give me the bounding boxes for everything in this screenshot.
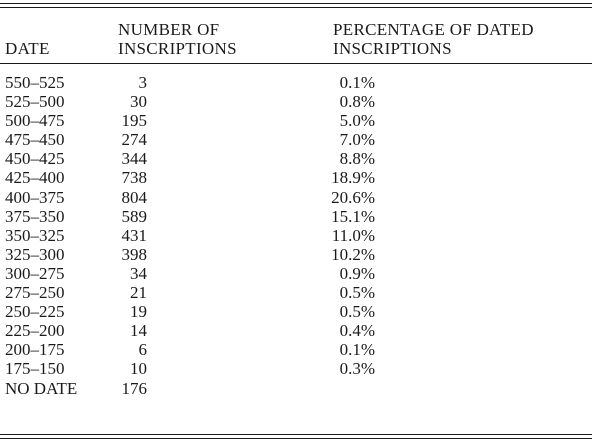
cell-percentage: 15.1%: [331, 206, 375, 226]
cell-number: 804: [121, 187, 148, 207]
cell-number: 431: [121, 225, 148, 245]
table-bottom-rule-inner: [0, 434, 592, 435]
cell-percentage: 0.5%: [339, 283, 375, 303]
cell-number: 6: [138, 340, 148, 360]
table-row: 325–300 398 10.2%: [0, 245, 592, 264]
header-date: DATE: [5, 39, 50, 58]
cell-date: 325–300: [5, 244, 65, 264]
header-number-of-inscriptions: NUMBER OF INSCRIPTIONS: [118, 20, 237, 58]
cell-percentage: 0.3%: [339, 359, 375, 379]
cell-date: 550–525: [5, 73, 65, 92]
cell-number: 21: [130, 283, 147, 303]
table-row: 175–150 10 0.3%: [0, 359, 592, 378]
table-row: 425–400 738 18.9%: [0, 168, 592, 187]
cell-number: 176: [121, 378, 148, 398]
table-row: 350–325 431 11.0%: [0, 226, 592, 245]
cell-number: 195: [121, 111, 148, 131]
table-row: 450–425 344 8.8%: [0, 149, 592, 168]
cell-percentage: 7.0%: [339, 130, 375, 150]
header-percentage-of-dated-inscriptions: PERCENTAGE OF DATED INSCRIPTIONS: [333, 20, 534, 58]
cell-percentage: 11.0%: [331, 225, 375, 245]
cell-date: 475–450: [5, 130, 65, 150]
table-row: 475–450 274 7.0%: [0, 130, 592, 149]
cell-number: 14: [130, 321, 147, 341]
table-row: 250–225 19 0.5%: [0, 302, 592, 321]
cell-date: 225–200: [5, 321, 65, 341]
cell-number: 34: [130, 263, 147, 283]
table-row: 500–475 195 5.0%: [0, 111, 592, 130]
table-row: 375–350 589 15.1%: [0, 207, 592, 226]
cell-percentage: 0.9%: [339, 263, 375, 283]
cell-number: 738: [121, 168, 148, 188]
cell-date: NO DATE: [5, 378, 78, 398]
cell-date: 525–500: [5, 92, 65, 112]
cell-percentage: 8.8%: [339, 149, 375, 169]
cell-number: 30: [130, 92, 147, 112]
table-header-rule: [0, 63, 592, 64]
table-top-rule-inner: [0, 7, 592, 8]
table-top-rule: [0, 3, 592, 4]
cell-date: 425–400: [5, 168, 65, 188]
table-row: 400–375 804 20.6%: [0, 188, 592, 207]
table-row: 525–500 30 0.8%: [0, 92, 592, 111]
cell-number: 3: [138, 73, 148, 92]
cell-date: 400–375: [5, 187, 65, 207]
cell-number: 589: [121, 206, 148, 226]
cell-percentage: 20.6%: [331, 187, 375, 207]
table-row: 275–250 21 0.5%: [0, 283, 592, 302]
cell-percentage: 0.1%: [339, 73, 375, 92]
cell-number: 398: [121, 244, 148, 264]
cell-number: 19: [130, 302, 147, 322]
cell-number: 344: [121, 149, 148, 169]
table-row: 550–525 3 0.1%: [0, 73, 592, 92]
table-row: 225–200 14 0.4%: [0, 321, 592, 340]
cell-date: 375–350: [5, 206, 65, 226]
cell-date: 500–475: [5, 111, 65, 131]
cell-date: 250–225: [5, 302, 65, 322]
table-row: 200–175 6 0.1%: [0, 340, 592, 359]
table-bottom-rule: [0, 438, 592, 439]
cell-percentage: 0.4%: [339, 321, 375, 341]
cell-number: 274: [121, 130, 148, 150]
cell-date: 175–150: [5, 359, 65, 379]
table-row: NO DATE 176: [0, 379, 592, 398]
cell-date: 275–250: [5, 283, 65, 303]
cell-number: 10: [130, 359, 147, 379]
cell-percentage: 18.9%: [331, 168, 375, 188]
table-body: 550–525 3 0.1% 525–500 30 0.8% 500–475 195 5.0% 4…: [0, 73, 592, 398]
cell-percentage: 0.1%: [339, 340, 375, 360]
cell-date: 300–275: [5, 263, 65, 283]
cell-percentage: 0.8%: [339, 92, 375, 112]
cell-percentage: 10.2%: [331, 244, 375, 264]
table-row: 300–275 34 0.9%: [0, 264, 592, 283]
cell-date: 350–325: [5, 225, 65, 245]
cell-date: 450–425: [5, 149, 65, 169]
cell-percentage: 0.5%: [339, 302, 375, 322]
cell-percentage: 5.0%: [339, 111, 375, 131]
cell-date: 200–175: [5, 340, 65, 360]
table-header: DATE NUMBER OF INSCRIPTIONS PERCENTAGE O…: [0, 12, 592, 62]
